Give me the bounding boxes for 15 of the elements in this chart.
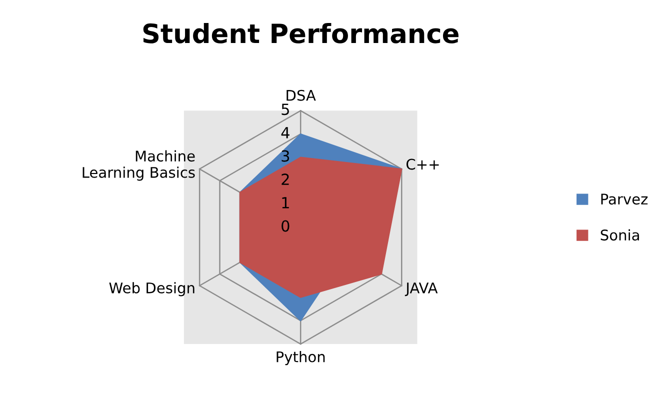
legend-label: Parvez bbox=[601, 194, 648, 205]
y-tick-label: 0 bbox=[282, 220, 290, 232]
spoke-label: Python bbox=[276, 351, 325, 366]
y-tick-label: 5 bbox=[282, 104, 289, 116]
spoke-label: DSA bbox=[286, 90, 316, 101]
spoke-label: Machine Learning Basics bbox=[82, 150, 195, 181]
spoke-label: Web Design bbox=[109, 282, 194, 296]
legend-label: Sonia bbox=[600, 229, 639, 241]
y-tick-label: 3 bbox=[282, 150, 290, 162]
chart-title: Student Performance bbox=[143, 22, 458, 44]
y-tick-label: 1 bbox=[282, 197, 289, 208]
y-tick-label: 4 bbox=[281, 127, 290, 138]
spoke-label: JAVA bbox=[404, 282, 438, 296]
y-tick-label: 2 bbox=[282, 174, 289, 185]
spoke-label: C++ bbox=[406, 158, 439, 170]
